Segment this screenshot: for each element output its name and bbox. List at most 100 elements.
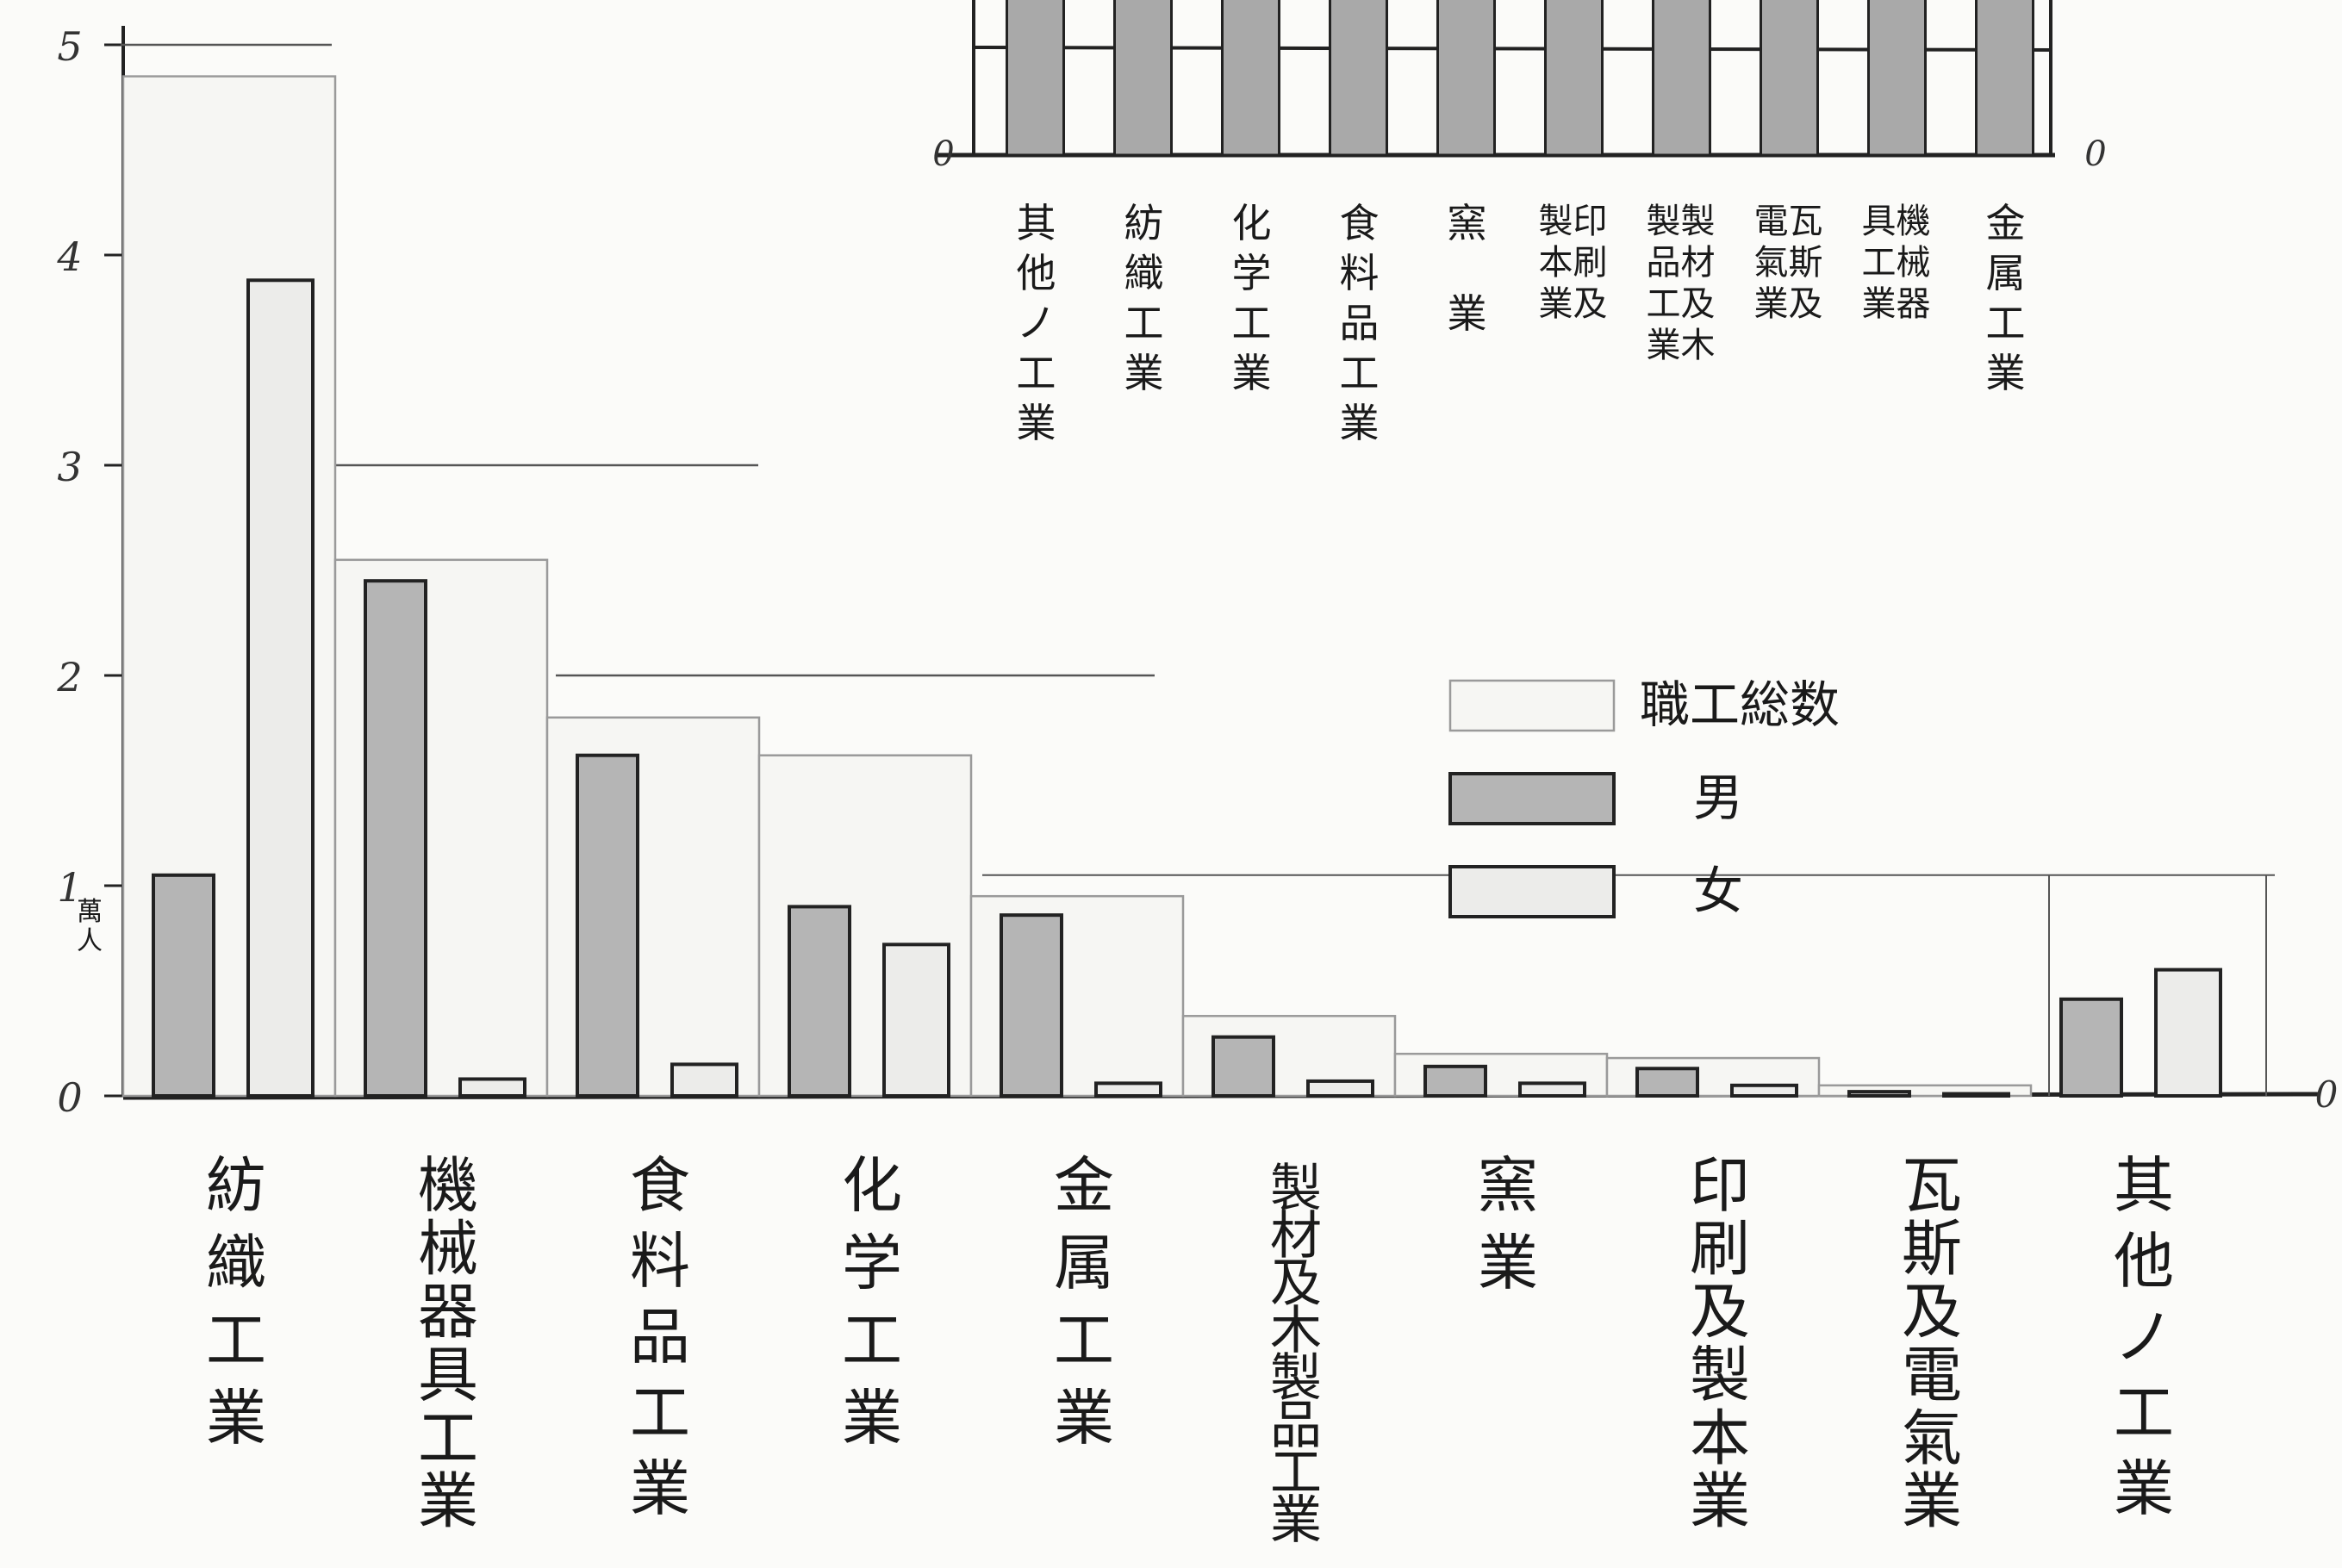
inset-category-label: 金: [1986, 200, 2026, 246]
inset-category-label: 業: [1340, 400, 1380, 446]
inset-category-label: 業: [1647, 326, 1681, 365]
inset-category-label: ノ: [1017, 300, 1056, 346]
female-bar: [882, 943, 950, 1098]
x-category-label: 瓦: [1902, 1150, 1962, 1221]
inset-category-label: 氣: [1754, 243, 1789, 283]
female-bar: [1518, 1081, 1586, 1098]
inset-category-label: 工: [1862, 243, 1897, 283]
inset-category-label: 材: [1681, 243, 1716, 283]
inset-category-label: 紡: [1124, 200, 1164, 246]
inset-category-label: 工: [1986, 300, 2026, 346]
x-category-label: 具: [418, 1340, 478, 1410]
y-tick-label: 1: [57, 864, 82, 911]
inset-bar: [1867, 0, 1927, 157]
x-category-label: 工: [206, 1305, 266, 1376]
inset-category-label: 其: [1017, 200, 1056, 246]
x-category-label: 工: [2114, 1378, 2174, 1448]
legend-label: 職工総数: [1640, 675, 1840, 734]
inset-bar: [1544, 0, 1604, 157]
x-category-label: 業: [630, 1453, 690, 1524]
inset-category-label: 業: [1754, 284, 1789, 324]
inset-category-label: 瓦: [1789, 202, 1823, 241]
inset-category-label: 製: [1539, 202, 1573, 241]
inset-category-label: 業: [1862, 284, 1897, 324]
y-tick-label: 3: [57, 444, 82, 490]
inset-bar: [1652, 0, 1711, 157]
x-category-label: 製: [1270, 1159, 1322, 1219]
inset-category-label: 品: [1647, 243, 1681, 283]
x-category-label: 業: [1902, 1466, 1962, 1537]
male-bar: [152, 873, 215, 1098]
inset-category-label: 業: [1986, 350, 2026, 396]
female-bar: [1306, 1079, 1374, 1098]
inset-category-label: 業: [1232, 350, 1272, 396]
x-category-label: 業: [1054, 1383, 1114, 1453]
x-category-label: 業: [206, 1383, 266, 1453]
x-category-label: 及: [1902, 1277, 1962, 1347]
x-category-label: 製: [1690, 1340, 1750, 1410]
inset-bar: [1113, 0, 1173, 157]
x-category-label: 業: [1690, 1466, 1750, 1537]
female-bar: [2154, 968, 2222, 1098]
x-category-label: 本: [1690, 1403, 1750, 1473]
inset-category-label: 工: [1124, 300, 1164, 346]
legend-label: 女: [1693, 862, 1743, 920]
male-bar: [1000, 913, 1063, 1098]
x-category-label: 金: [1054, 1150, 1114, 1221]
inset-category-label: 具: [1862, 202, 1897, 241]
inset-category-label: 業: [1124, 350, 1164, 396]
x-category-label: 機: [418, 1150, 478, 1221]
y-axis-label: 人: [77, 926, 103, 956]
x-category-label: 学: [842, 1228, 902, 1298]
legend-label: 男: [1693, 768, 1743, 827]
female-bar: [670, 1062, 738, 1098]
inset-bar: [1221, 0, 1280, 157]
x-category-label: 料: [630, 1226, 690, 1297]
inset-category-label: 料: [1340, 250, 1380, 296]
legend-swatch: [1448, 679, 1616, 732]
x-category-label: 製: [1270, 1348, 1322, 1409]
x-category-label: 品: [630, 1302, 690, 1372]
inset-category-label: 及: [1789, 284, 1823, 324]
main-chart: 012345萬人紡織工業機械器具工業食料品工業化学工業金属工業製材及木製品工業窯…: [56, 23, 2338, 1551]
female-bar: [1094, 1081, 1162, 1098]
male-bar: [1847, 1090, 1911, 1098]
x-category-label: 工: [630, 1378, 690, 1448]
inset-category-label: 品: [1340, 300, 1380, 346]
inset-chart: 0 0其他ノ工業紡織工業化学工業食料品工業窯業印刷及製本業製材及木製品工業瓦斯及電…: [932, 0, 2107, 446]
inset-category-label: 刷: [1573, 243, 1608, 283]
x-category-label: 器: [418, 1277, 478, 1347]
inset-category-label: 製: [1647, 202, 1681, 241]
inset-bar: [1436, 0, 1496, 157]
inset-category-label: 工: [1340, 350, 1380, 396]
x-category-label: 械: [418, 1213, 478, 1284]
inset-category-label: 業: [1448, 290, 1487, 337]
x-category-label: 及: [1270, 1254, 1322, 1314]
inset-category-label: 電: [1754, 202, 1789, 241]
x-category-label: 工: [418, 1403, 478, 1473]
female-bar: [1730, 1083, 1798, 1098]
x-category-label: ノ: [2114, 1302, 2174, 1372]
inset-bar: [1975, 0, 2034, 157]
x-category-label: 業: [2114, 1453, 2174, 1524]
x-category-label: 品: [1270, 1396, 1322, 1456]
female-bar: [246, 278, 315, 1098]
x-category-label: 他: [2114, 1226, 2174, 1297]
inset-y-tick-label-left: 0: [932, 134, 954, 174]
inset-bar: [1760, 0, 1819, 157]
y-tick-label-right: 0: [2315, 1073, 2339, 1116]
legend-swatch: [1448, 772, 1616, 825]
inset-category-label: 及: [1681, 284, 1716, 324]
y-tick-label: 2: [56, 654, 82, 700]
x-category-label: 業: [842, 1383, 902, 1453]
x-category-label: 業: [418, 1466, 478, 1537]
male-bar: [364, 579, 427, 1098]
x-category-label: 材: [1270, 1206, 1322, 1266]
inset-category-label: 業: [1539, 284, 1573, 324]
female-bar: [1942, 1092, 2010, 1098]
inset-category-label: 製: [1681, 202, 1716, 241]
y-axis-label: 萬: [77, 897, 103, 927]
legend-swatch: [1448, 865, 1616, 918]
